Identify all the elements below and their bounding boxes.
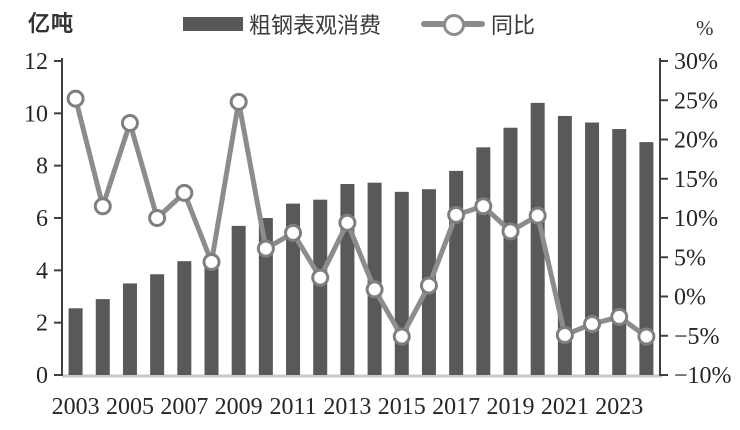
consumption-bar (204, 255, 219, 375)
x-tick-label: 2003 (52, 394, 100, 420)
yoy-marker (120, 114, 139, 133)
right-tick-label: 15% (674, 167, 718, 193)
yoy-marker (474, 197, 493, 216)
consumption-bar (449, 170, 464, 375)
left-tick-label: 2 (36, 311, 48, 337)
right-tick-label: −10% (674, 363, 732, 389)
yoy-marker (175, 183, 194, 202)
yoy-marker (284, 223, 303, 242)
x-tick-label: 2007 (160, 394, 208, 420)
yoy-line (73, 96, 649, 340)
consumption-bar (231, 225, 246, 375)
yoy-marker (555, 325, 574, 344)
right-tick-label: −5% (674, 324, 720, 350)
right-tick-label: 30% (674, 49, 718, 75)
consumption-bar (286, 203, 301, 375)
legend-bar-label: 粗钢表观消费 (249, 13, 382, 38)
x-tick-label: 2021 (541, 394, 589, 420)
right-tick-label: 20% (674, 128, 718, 154)
yoy-marker (202, 252, 221, 271)
consumption-bar (585, 122, 600, 375)
consumption-bar (503, 127, 518, 375)
right-tick-label: 25% (674, 88, 718, 114)
legend-item-bar-series: 粗钢表观消费 (183, 8, 381, 40)
consumption-bar (313, 199, 328, 375)
x-tick-label: 2019 (487, 394, 535, 420)
yoy-marker (528, 206, 547, 225)
yoy-marker (256, 239, 275, 258)
consumption-bar (476, 147, 491, 375)
yoy-marker (637, 327, 656, 346)
right-tick-label: 0% (674, 285, 706, 311)
left-tick-label: 8 (36, 154, 48, 180)
yoy-marker (66, 89, 85, 108)
left-tick-label: 10 (24, 101, 48, 127)
legend-item-line-series: 同比 (421, 8, 535, 40)
left-tick-label: 12 (24, 49, 48, 75)
left-tick-label: 6 (36, 206, 48, 232)
x-tick-label: 2013 (323, 394, 371, 420)
yoy-marker (583, 314, 602, 333)
left-axis-unit-label: 亿吨 (28, 11, 75, 36)
yoy-marker (148, 209, 167, 227)
yoy-marker (365, 280, 384, 299)
x-tick-label: 2005 (106, 394, 154, 420)
consumption-bar (258, 218, 273, 375)
consumption-bar (639, 142, 654, 375)
x-tick-label: 2023 (595, 394, 643, 420)
consumption-bar (612, 129, 627, 375)
consumption-bar (122, 283, 137, 375)
consumption-bar (177, 261, 192, 375)
x-tick-label: 2011 (269, 394, 316, 420)
left-tick-label: 0 (36, 363, 48, 389)
yoy-marker (501, 222, 520, 241)
yoy-marker (338, 213, 357, 232)
yoy-marker (447, 205, 466, 224)
yoy-marker (229, 92, 248, 111)
yoy-marker (392, 327, 411, 346)
x-tick-label: 2015 (378, 394, 426, 420)
line-series-marker-icon (421, 13, 486, 36)
legend: 粗钢表观消费 同比 (183, 8, 535, 40)
consumption-bar (340, 183, 355, 375)
consumption-bar (150, 274, 165, 375)
yoy-marker (311, 268, 330, 287)
consumption-bar (68, 308, 83, 375)
consumption-bar (530, 102, 545, 375)
legend-line-label: 同比 (491, 13, 536, 38)
x-tick-label: 2017 (432, 394, 480, 420)
consumption-bar (367, 182, 382, 375)
yoy-marker (419, 276, 438, 295)
yoy-marker (610, 307, 629, 326)
right-tick-label: 10% (674, 206, 718, 232)
consumption-bar (95, 299, 110, 375)
bar-series-swatch-icon (183, 17, 243, 31)
left-tick-label: 4 (36, 258, 48, 284)
right-axis-unit-label: % (696, 16, 715, 40)
consumption-bar (394, 191, 409, 375)
x-tick-label: 2009 (215, 394, 263, 420)
yoy-marker (93, 197, 112, 216)
right-tick-label: 5% (674, 245, 706, 271)
